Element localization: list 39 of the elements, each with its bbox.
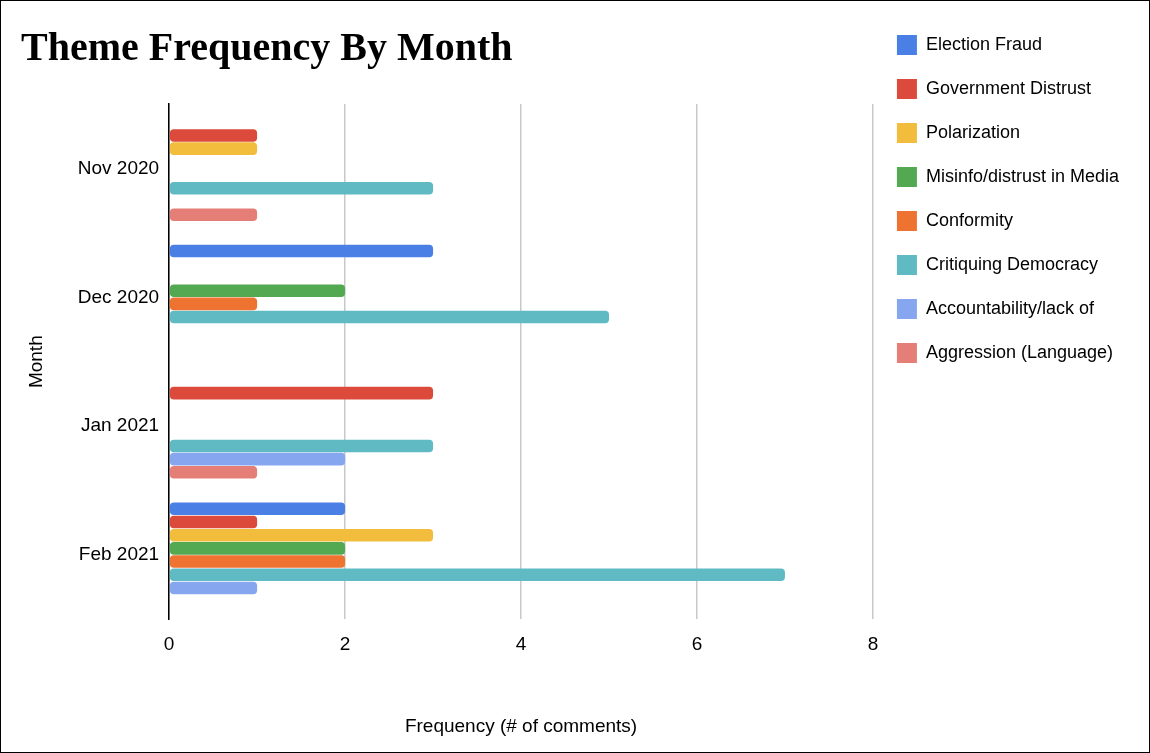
bar bbox=[169, 297, 258, 311]
bar bbox=[169, 142, 258, 155]
bar bbox=[169, 244, 434, 258]
bar bbox=[169, 502, 346, 516]
bar bbox=[169, 466, 258, 479]
bar bbox=[169, 568, 785, 582]
y-tick-label: Feb 2021 bbox=[78, 543, 160, 565]
bar bbox=[169, 181, 434, 195]
x-tick-label: 6 bbox=[691, 633, 703, 655]
y-axis-title: Month bbox=[24, 335, 46, 389]
y-tick-label: Dec 2020 bbox=[77, 285, 160, 307]
x-tick-label: 2 bbox=[339, 633, 351, 655]
x-axis-title: Frequency (# of comments) bbox=[404, 714, 638, 736]
bar bbox=[169, 452, 346, 466]
y-tick-label: Nov 2020 bbox=[77, 156, 160, 178]
legend-label: Critiquing Democracy bbox=[925, 253, 1098, 274]
x-tick-label: 4 bbox=[515, 633, 527, 655]
legend-label: Misinfo/distrust in Media bbox=[925, 165, 1120, 186]
x-tick-label: 8 bbox=[867, 633, 879, 655]
legend-label: Accountability/lack of bbox=[925, 297, 1096, 318]
chart-title: Theme Frequency By Month bbox=[21, 24, 513, 70]
y-tick-label: Jan 2021 bbox=[80, 414, 160, 436]
legend-label: Conformity bbox=[925, 209, 1013, 230]
bar bbox=[169, 208, 258, 221]
bar bbox=[169, 310, 610, 324]
bar bbox=[169, 386, 434, 400]
bar bbox=[169, 555, 346, 568]
bar bbox=[169, 515, 258, 529]
bar bbox=[169, 528, 434, 542]
bar bbox=[169, 581, 258, 595]
legend-label: Government Distrust bbox=[925, 77, 1091, 98]
bar bbox=[169, 284, 346, 297]
bar bbox=[169, 439, 434, 453]
x-tick-label: 0 bbox=[163, 633, 175, 655]
legend-label: Election Fraud bbox=[925, 33, 1042, 54]
bar bbox=[169, 129, 258, 142]
legend-label: Aggression (Language) bbox=[925, 341, 1114, 362]
legend-label: Polarization bbox=[925, 121, 1020, 142]
bar bbox=[169, 542, 346, 555]
